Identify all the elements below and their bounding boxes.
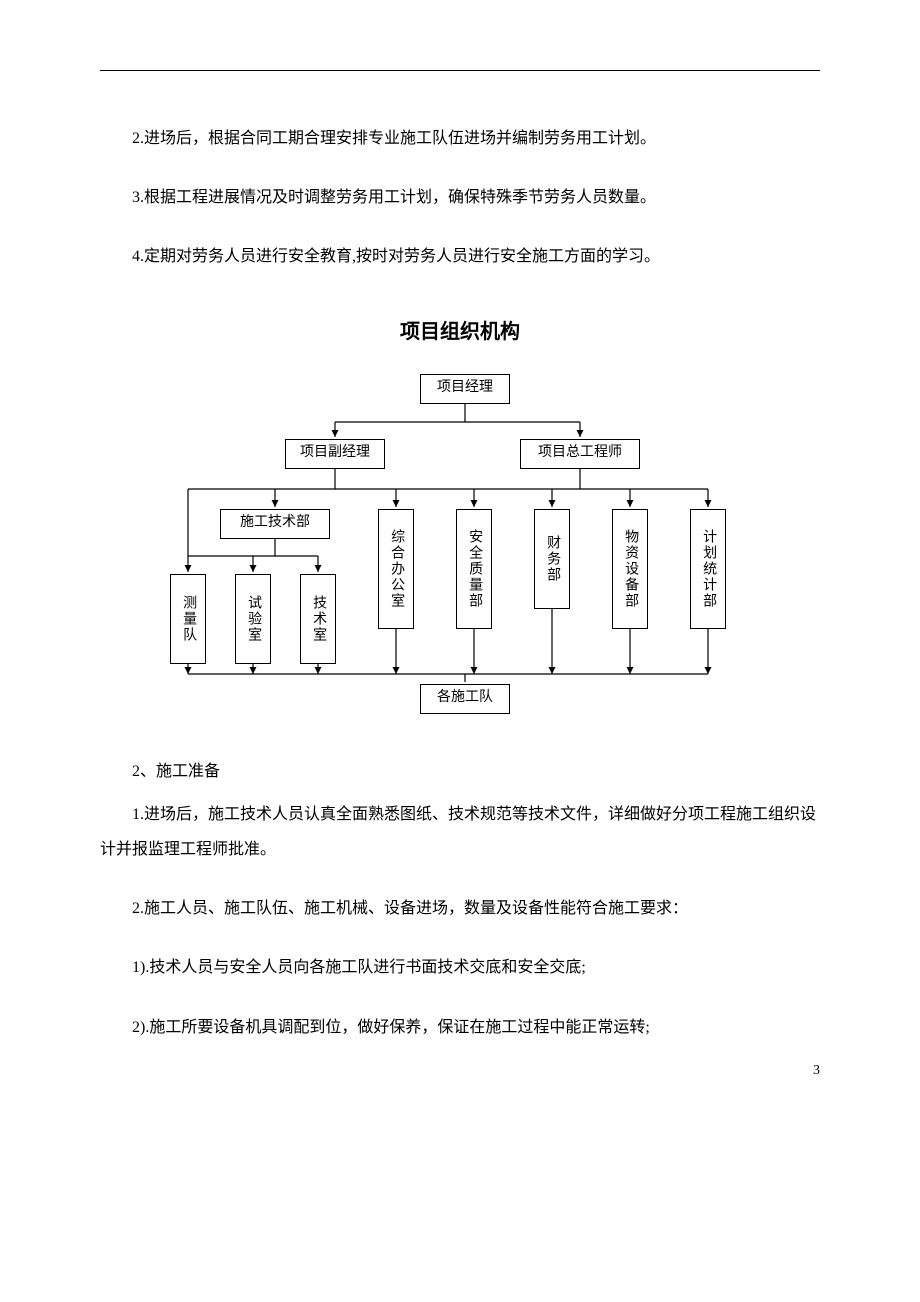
paragraph-2: 3.根据工程进展情况及时调整劳务用工计划，确保特殊季节劳务人员数量。 [100,180,820,215]
paragraph-1: 2.进场后，根据合同工期合理安排专业施工队伍进场并编制劳务用工计划。 [100,121,820,156]
org-node-tech_dept: 施工技术部 [220,509,330,539]
org-node-finance: 财务部 [534,509,570,609]
paragraph-3: 4.定期对劳务人员进行安全教育,按时对劳务人员进行安全施工方面的学习。 [100,239,820,274]
org-node-pm: 项目经理 [420,374,510,404]
org-node-office: 综合办公室 [378,509,414,629]
paragraph-6: 1).技术人员与安全人员向各施工队进行书面技术交底和安全交底; [100,950,820,985]
top-rule [100,70,820,71]
paragraph-5: 2.施工人员、施工队伍、施工机械、设备进场，数量及设备性能符合施工要求： [100,891,820,926]
paragraph-7: 2).施工所要设备机具调配到位，做好保养，保证在施工过程中能正常运转; [100,1010,820,1045]
section-title: 项目组织机构 [100,315,820,344]
sub-heading: 2、施工准备 [100,754,820,789]
org-node-lab: 试验室 [235,574,271,664]
org-node-tech_room: 技术室 [300,574,336,664]
org-node-survey: 测量队 [170,574,206,664]
page-number: 3 [813,1063,820,1079]
org-node-chief_eng: 项目总工程师 [520,439,640,469]
org-node-plan: 计划统计部 [690,509,726,629]
org-chart: 项目经理项目副经理 项目总工程师施工技术部测量队试验室技术室 综合办公室 安全质量部 财… [120,374,800,734]
org-node-safety: 安全质量部 [456,509,492,629]
org-node-material: 物资设备部 [612,509,648,629]
org-node-deputy: 项目副经理 [285,439,385,469]
paragraph-4: 1.进场后，施工技术人员认真全面熟悉图纸、技术规范等技术文件，详细做好分项工程施… [100,797,820,867]
org-node-teams: 各施工队 [420,684,510,714]
